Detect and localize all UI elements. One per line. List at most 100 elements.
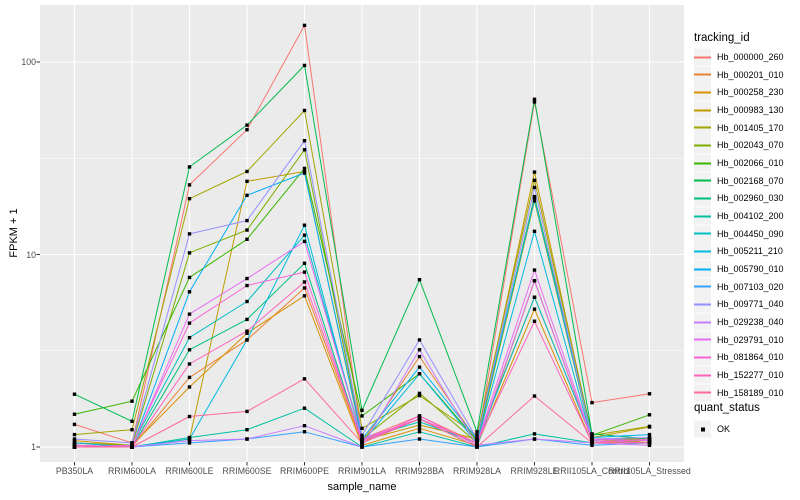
data-point — [360, 426, 364, 431]
data-point — [72, 432, 77, 437]
data-point — [417, 372, 422, 376]
legend-key-Hb_009771_040 — [694, 295, 711, 313]
data-point — [532, 194, 537, 199]
legend-line-icon — [694, 250, 711, 253]
data-point — [302, 233, 307, 237]
data-point — [245, 218, 249, 223]
legend-label-Hb_001405_170: Hb_001405_170 — [717, 122, 784, 133]
data-point — [532, 178, 537, 182]
legend-line-icon — [694, 162, 711, 165]
legend-label-Hb_000201_010: Hb_000201_010 — [717, 69, 784, 80]
data-point — [72, 392, 77, 396]
legend-key-Hb_000000_260 — [694, 48, 711, 66]
legend-key-Hb_007103_020 — [694, 278, 711, 296]
data-point — [417, 437, 422, 441]
x-axis-title: sample_name — [327, 481, 397, 493]
data-point — [647, 441, 652, 445]
data-point — [245, 276, 249, 281]
data-point — [187, 362, 192, 366]
data-point — [360, 414, 364, 418]
data-point — [245, 427, 249, 432]
legend-label-Hb_152277_010: Hb_152277_010 — [717, 370, 784, 381]
data-point — [130, 427, 134, 432]
legend-key-Hb_001405_170 — [694, 119, 711, 137]
data-point — [187, 251, 192, 255]
legend-label-Hb_000983_130: Hb_000983_130 — [717, 105, 784, 115]
data-point — [532, 268, 537, 272]
data-point — [187, 232, 192, 236]
y-tick-label-1: 1 — [31, 442, 36, 452]
legend-key-Hb_002043_070 — [694, 136, 711, 154]
data-point — [302, 166, 307, 171]
data-point — [187, 183, 192, 187]
data-point — [532, 394, 537, 398]
legend-label-Hb_005211_210: Hb_005211_210 — [717, 246, 783, 257]
data-point — [417, 338, 422, 342]
data-point — [532, 432, 537, 436]
data-point — [302, 63, 307, 68]
data-point — [72, 441, 77, 445]
data-point — [245, 179, 249, 184]
data-point — [532, 319, 537, 323]
data-point — [187, 290, 192, 294]
data-point — [532, 170, 537, 174]
data-point — [417, 354, 422, 359]
legend-key-Hb_005790_010 — [694, 260, 711, 278]
data-point — [417, 430, 422, 434]
legend-key-Hb_002066_010 — [694, 154, 711, 172]
data-point — [417, 414, 422, 418]
legend-line-icon — [694, 91, 711, 94]
legend-key-Hb_029238_040 — [694, 313, 711, 331]
data-point — [647, 443, 652, 448]
data-point — [417, 393, 422, 398]
legend-line-icon — [694, 109, 711, 111]
data-point — [532, 307, 537, 311]
data-point — [302, 424, 307, 428]
data-point — [187, 441, 192, 445]
data-point — [187, 438, 192, 443]
x-tick-label-RRIM928LE: RRIM928LE — [510, 466, 559, 476]
data-point — [187, 335, 192, 340]
data-point — [590, 438, 594, 443]
data-point — [187, 196, 192, 201]
data-point — [302, 239, 307, 244]
data-point — [417, 420, 422, 424]
legend-line-icon — [694, 285, 711, 288]
data-point — [417, 426, 422, 431]
legend-label-Hb_002043_070: Hb_002043_070 — [717, 140, 784, 151]
data-point — [245, 283, 249, 288]
data-point — [72, 422, 77, 427]
legend-key-Hb_158189_010 — [694, 384, 711, 402]
legend-label-Hb_007103_020: Hb_007103_020 — [717, 281, 784, 292]
data-point — [532, 437, 537, 441]
legend-label-Hb_081864_010: Hb_081864_010 — [717, 352, 784, 363]
legend-key-quant-ok — [694, 420, 711, 438]
data-point — [245, 123, 249, 127]
data-point — [130, 419, 134, 423]
data-point — [245, 169, 249, 174]
x-tick-label-RRIM600PE: RRIM600PE — [280, 466, 329, 476]
data-point — [187, 312, 192, 316]
data-point — [245, 331, 249, 335]
data-point — [302, 294, 307, 298]
legend-line-icon — [694, 215, 711, 218]
data-point — [245, 329, 249, 333]
legend-label-Hb_000000_260: Hb_000000_260 — [717, 52, 784, 62]
legend-key-Hb_000201_010 — [694, 66, 711, 84]
data-point — [647, 392, 652, 396]
data-point — [590, 400, 594, 405]
data-point — [532, 279, 537, 283]
data-point — [532, 199, 537, 203]
data-point — [302, 108, 307, 113]
legend-line-icon — [694, 126, 711, 129]
legend-key-Hb_004102_200 — [694, 207, 711, 225]
data-point — [302, 286, 307, 290]
legend-label-Hb_000258_230: Hb_000258_230 — [717, 87, 784, 98]
legend-line-icon — [694, 338, 711, 341]
data-point — [647, 413, 652, 417]
data-point — [72, 437, 77, 441]
legend-label-Hb_002168_070: Hb_002168_070 — [717, 175, 784, 186]
data-point — [475, 441, 479, 445]
legend-line-icon — [694, 232, 711, 235]
